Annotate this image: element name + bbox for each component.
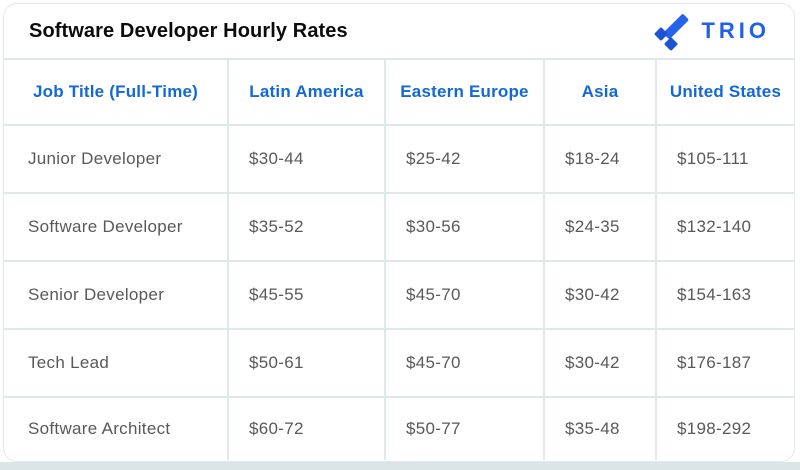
brand-logo: TRIO xyxy=(654,13,770,52)
table-row: Senior Developer $45-55 $45-70 $30-42 $1… xyxy=(4,260,794,330)
column-header-job-title: Job Title (Full-Time) xyxy=(4,60,229,126)
column-header-asia: Asia xyxy=(543,60,657,126)
rates-card: Software Developer Hourly Rates TRIO Job… xyxy=(3,3,795,462)
job-title-cell: Software Architect xyxy=(4,396,229,460)
title-bar: Software Developer Hourly Rates TRIO xyxy=(4,4,794,60)
rate-cell: $132-140 xyxy=(655,192,794,262)
rate-cell: $45-70 xyxy=(384,328,545,398)
rates-table: Job Title (Full-Time) Latin America East… xyxy=(4,60,794,460)
page-title: Software Developer Hourly Rates xyxy=(29,19,348,42)
logo-diamond-bottom xyxy=(664,36,679,52)
rate-cell: $25-42 xyxy=(384,124,545,194)
job-title-cell: Senior Developer xyxy=(4,260,229,330)
table-row: Software Architect $60-72 $50-77 $35-48 … xyxy=(4,396,794,460)
rate-cell: $35-52 xyxy=(227,192,386,262)
column-header-united-states: United States xyxy=(655,60,794,126)
rate-cell: $45-55 xyxy=(227,260,386,330)
job-title-cell: Junior Developer xyxy=(4,124,229,194)
page-background-band xyxy=(0,462,800,470)
logo-bar-shape xyxy=(663,13,690,40)
rate-cell: $35-48 xyxy=(543,396,657,460)
column-header-latin-america: Latin America xyxy=(227,60,386,126)
rate-cell: $30-42 xyxy=(543,328,657,398)
rate-cell: $105-111 xyxy=(655,124,794,194)
rate-cell: $30-56 xyxy=(384,192,545,262)
table-row: Software Developer $35-52 $30-56 $24-35 … xyxy=(4,192,794,262)
rate-cell: $50-77 xyxy=(384,396,545,460)
rate-cell: $24-35 xyxy=(543,192,657,262)
rate-cell: $45-70 xyxy=(384,260,545,330)
rate-cell: $198-292 xyxy=(655,396,794,460)
rate-cell: $18-24 xyxy=(543,124,657,194)
brand-name: TRIO xyxy=(701,18,770,43)
job-title-cell: Software Developer xyxy=(4,192,229,262)
job-title-cell: Tech Lead xyxy=(4,328,229,398)
table-header-row: Job Title (Full-Time) Latin America East… xyxy=(4,60,794,126)
rate-cell: $30-42 xyxy=(543,260,657,330)
rate-cell: $50-61 xyxy=(227,328,386,398)
rate-cell: $60-72 xyxy=(227,396,386,460)
table-row: Tech Lead $50-61 $45-70 $30-42 $176-187 xyxy=(4,328,794,398)
rate-cell: $176-187 xyxy=(655,328,794,398)
rate-cell: $30-44 xyxy=(227,124,386,194)
rate-cell: $154-163 xyxy=(655,260,794,330)
table-row: Junior Developer $30-44 $25-42 $18-24 $1… xyxy=(4,124,794,194)
column-header-eastern-europe: Eastern Europe xyxy=(384,60,545,126)
trio-diamonds-icon xyxy=(654,13,692,52)
